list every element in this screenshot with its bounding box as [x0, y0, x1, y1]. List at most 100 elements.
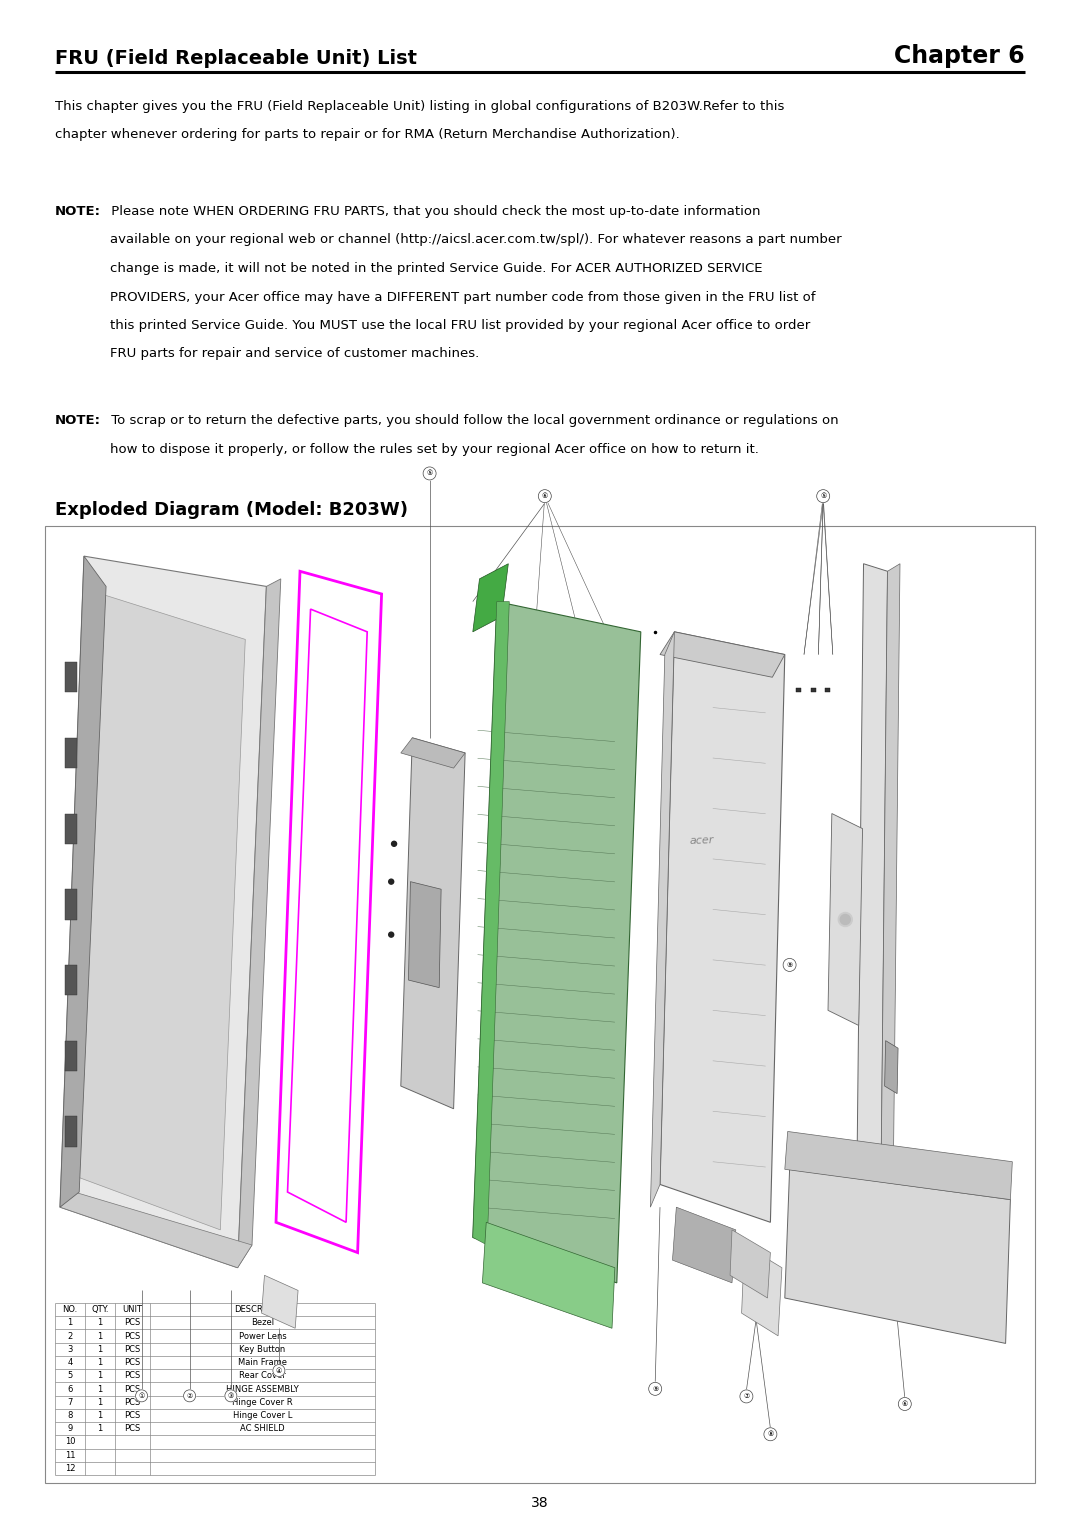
Text: 2: 2	[67, 1331, 72, 1340]
Text: 8: 8	[67, 1410, 72, 1420]
Text: PCS: PCS	[124, 1398, 140, 1407]
Text: ⑤: ⑤	[820, 494, 826, 500]
Text: 1: 1	[97, 1424, 103, 1433]
Text: This chapter gives you the FRU (Field Replaceable Unit) listing in global config: This chapter gives you the FRU (Field Re…	[55, 99, 784, 113]
Text: PCS: PCS	[124, 1410, 140, 1420]
Polygon shape	[238, 579, 281, 1268]
Circle shape	[423, 468, 436, 480]
Circle shape	[136, 1390, 148, 1401]
Text: how to dispose it properly, or follow the rules set by your regional Acer office: how to dispose it properly, or follow th…	[110, 443, 759, 455]
Text: 1: 1	[97, 1371, 103, 1380]
Polygon shape	[730, 1230, 770, 1297]
Polygon shape	[276, 571, 381, 1253]
Text: 4: 4	[67, 1358, 72, 1368]
Text: PCS: PCS	[124, 1358, 140, 1368]
Text: PCS: PCS	[124, 1371, 140, 1380]
Text: 1: 1	[97, 1410, 103, 1420]
Polygon shape	[78, 594, 245, 1230]
Text: ⑧: ⑧	[767, 1432, 773, 1438]
Circle shape	[649, 1383, 662, 1395]
Text: ②: ②	[187, 1394, 192, 1398]
Text: this printed Service Guide. You MUST use the local FRU list provided by your reg: this printed Service Guide. You MUST use…	[110, 319, 810, 332]
Text: change is made, it will not be noted in the printed Service Guide. For ACER AUTH: change is made, it will not be noted in …	[110, 261, 762, 275]
Text: PCS: PCS	[124, 1331, 140, 1340]
Polygon shape	[881, 564, 900, 1199]
Text: 3: 3	[67, 1345, 72, 1354]
FancyBboxPatch shape	[65, 662, 78, 692]
Polygon shape	[828, 813, 863, 1025]
Text: Main Frame: Main Frame	[238, 1358, 287, 1368]
Text: 11: 11	[65, 1450, 76, 1459]
FancyBboxPatch shape	[65, 1117, 78, 1146]
Text: PCS: PCS	[124, 1384, 140, 1394]
Polygon shape	[401, 738, 465, 1109]
FancyBboxPatch shape	[65, 1041, 78, 1071]
Text: PROVIDERS, your Acer office may have a DIFFERENT part number code from those giv: PROVIDERS, your Acer office may have a D…	[110, 290, 815, 304]
Polygon shape	[742, 1245, 782, 1335]
Text: UNIT: UNIT	[122, 1305, 143, 1314]
Text: ⑤: ⑤	[427, 471, 433, 477]
Polygon shape	[261, 1276, 298, 1328]
Circle shape	[392, 842, 396, 847]
Text: ③: ③	[228, 1394, 234, 1398]
Text: Key Button: Key Button	[240, 1345, 285, 1354]
FancyBboxPatch shape	[811, 689, 815, 692]
Polygon shape	[785, 1131, 1012, 1199]
Text: NO.: NO.	[63, 1305, 78, 1314]
Text: available on your regional web or channel (http://aicsl.acer.com.tw/spl/). For w: available on your regional web or channe…	[110, 234, 841, 246]
FancyBboxPatch shape	[65, 889, 78, 920]
Text: 6: 6	[67, 1384, 72, 1394]
Text: PCS: PCS	[124, 1424, 140, 1433]
Text: QTY.: QTY.	[91, 1305, 109, 1314]
Polygon shape	[60, 556, 267, 1268]
Text: 1: 1	[97, 1358, 103, 1368]
Text: ⑨: ⑨	[652, 1386, 659, 1392]
Text: 9: 9	[67, 1424, 72, 1433]
Text: 7: 7	[67, 1398, 72, 1407]
Circle shape	[538, 489, 551, 503]
Text: NOTE:: NOTE:	[55, 414, 102, 426]
Text: Power Lens: Power Lens	[239, 1331, 286, 1340]
FancyBboxPatch shape	[825, 689, 831, 692]
Text: Hinge Cover L: Hinge Cover L	[233, 1410, 293, 1420]
Text: chapter whenever ordering for parts to repair or for RMA (Return Merchandise Aut: chapter whenever ordering for parts to r…	[55, 128, 679, 141]
Text: ⑥: ⑥	[542, 494, 548, 500]
Circle shape	[184, 1390, 195, 1401]
Text: NOTE:: NOTE:	[55, 205, 102, 219]
Text: 12: 12	[65, 1464, 76, 1473]
Polygon shape	[660, 633, 785, 1222]
Polygon shape	[785, 1169, 1011, 1343]
Text: ⑦: ⑦	[743, 1394, 750, 1400]
FancyBboxPatch shape	[796, 689, 801, 692]
Text: 1: 1	[97, 1319, 103, 1328]
Text: 1: 1	[97, 1398, 103, 1407]
Text: 38: 38	[531, 1496, 549, 1510]
Text: FRU parts for repair and service of customer machines.: FRU parts for repair and service of cust…	[110, 347, 480, 361]
Circle shape	[899, 1398, 912, 1410]
Polygon shape	[660, 633, 785, 677]
Circle shape	[225, 1390, 237, 1401]
Polygon shape	[60, 556, 106, 1207]
Circle shape	[783, 958, 796, 972]
Polygon shape	[408, 882, 441, 987]
Circle shape	[840, 914, 850, 924]
Circle shape	[389, 879, 394, 885]
Text: To scrap or to return the defective parts, you should follow the local governmen: To scrap or to return the defective part…	[107, 414, 839, 426]
Text: AC SHIELD: AC SHIELD	[240, 1424, 285, 1433]
Text: FRU (Field Replaceable Unit) List: FRU (Field Replaceable Unit) List	[55, 49, 417, 69]
Text: 1: 1	[97, 1345, 103, 1354]
Polygon shape	[673, 1207, 735, 1284]
FancyBboxPatch shape	[65, 738, 78, 769]
Polygon shape	[287, 610, 367, 1222]
Circle shape	[838, 912, 852, 926]
Text: HINGE ASSEMBLY: HINGE ASSEMBLY	[226, 1384, 299, 1394]
FancyBboxPatch shape	[65, 964, 78, 995]
Text: Exploded Diagram (Model: B203W): Exploded Diagram (Model: B203W)	[55, 501, 408, 520]
FancyBboxPatch shape	[45, 526, 1035, 1484]
Text: Bezel: Bezel	[251, 1319, 274, 1328]
Text: Chapter 6: Chapter 6	[894, 44, 1025, 69]
Polygon shape	[473, 602, 510, 1245]
Text: Hinge Cover R: Hinge Cover R	[232, 1398, 293, 1407]
Polygon shape	[60, 1192, 252, 1268]
Polygon shape	[473, 602, 640, 1284]
